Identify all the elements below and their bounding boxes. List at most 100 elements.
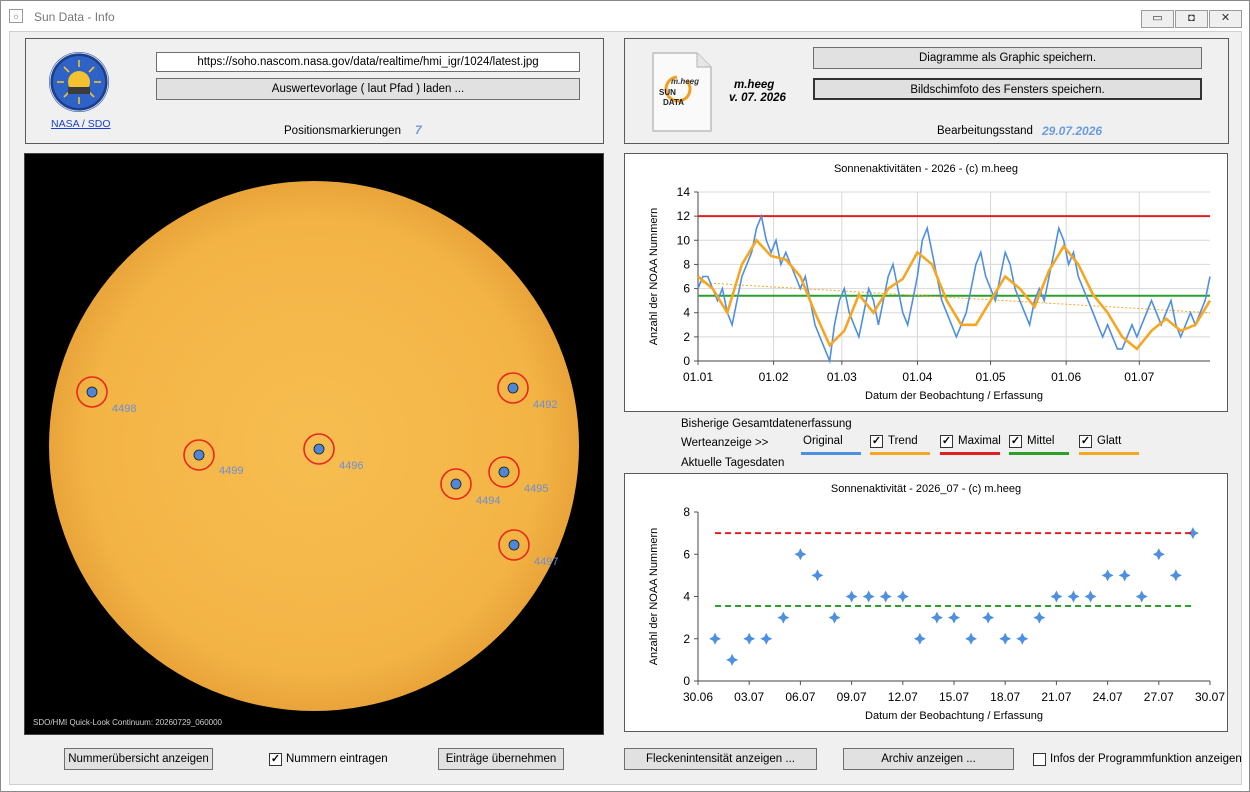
load-template-button[interactable]: Auswertevorlage ( laut Pfad ) laden ... [156, 78, 580, 100]
legend-swatch-original [801, 452, 861, 455]
enter-numbers-label: Nummern eintragen [286, 753, 388, 765]
archive-button[interactable]: Archiv anzeigen ... [843, 748, 1014, 770]
data-point [982, 611, 995, 624]
enter-numbers-checkbox[interactable]: ✓ [269, 753, 282, 766]
number-overview-button[interactable]: Nummerübersicht anzeigen [64, 748, 213, 770]
chart-year: Sonnenaktivitäten - 2026 - (c) m.heeg 0 2 4… [624, 153, 1228, 412]
legend-label-maximal: Maximal [958, 435, 1001, 447]
x-tick-label: 01.06 [1051, 370, 1081, 384]
data-point [913, 632, 926, 645]
data-point [794, 548, 807, 561]
sunspot-dot [508, 539, 520, 551]
legend-total-label: Bisherige Gesamtdatenerfassung [681, 418, 852, 430]
sunspot-ring [498, 529, 530, 561]
sunspot-ring [440, 468, 472, 500]
nasa-sdo-link[interactable]: NASA / SDO [51, 118, 111, 130]
sunspot-label: 4497 [534, 556, 558, 568]
client-area: NASA / SDO https://soho.nascom.nasa.gov/… [9, 31, 1242, 785]
sunspot-marker[interactable]: 4498 [76, 376, 136, 415]
data-point [1067, 590, 1080, 603]
y-tick-label: 8 [683, 257, 690, 271]
x-tick-label: 01.03 [827, 370, 857, 384]
sunspot-dot [313, 443, 325, 455]
data-point [999, 632, 1012, 645]
apply-entries-button[interactable]: Einträge übernehmen [438, 748, 564, 770]
sunspot-label: 4498 [112, 403, 136, 415]
y-tick-label: 6 [683, 282, 690, 296]
x-tick-label: 01.05 [976, 370, 1006, 384]
maximize-button[interactable]: ◘ [1175, 10, 1208, 28]
app-icon: ☼ [9, 9, 23, 23]
data-point [709, 632, 722, 645]
x-tick-label: 01.01 [683, 370, 713, 384]
sunspot-marker[interactable]: 4499 [183, 439, 243, 477]
data-point [743, 632, 756, 645]
minimize-button[interactable]: ▭ [1141, 10, 1174, 28]
y-tick-label: 6 [683, 547, 690, 561]
info-label: Infos der Programmfunktion anzeigen [1050, 753, 1242, 765]
x-tick-label: 18.07 [990, 690, 1020, 704]
sunspot-marker[interactable]: 4495 [488, 456, 548, 495]
window-title: Sun Data - Info [34, 10, 115, 24]
save-graphic-button[interactable]: Diagramme als Graphic speichern. [813, 47, 1202, 69]
legend-swatch-mittel [1009, 452, 1069, 455]
data-point [1135, 590, 1148, 603]
title-bar[interactable]: ☼ Sun Data - Info ▭ ◘ ✕ [1, 1, 1249, 31]
data-point [879, 590, 892, 603]
x-tick-label: 27.07 [1144, 690, 1174, 704]
x-tick-label: 03.07 [734, 690, 764, 704]
author-label: m.heeg [734, 79, 775, 91]
data-point [811, 569, 824, 582]
y-tick-label: 0 [683, 354, 690, 368]
x-axis-label: Datum der Beobachtung / Erfassung [865, 710, 1043, 722]
data-point [1186, 527, 1199, 540]
save-screenshot-button[interactable]: Bildschimfoto des Fensters speichern. [813, 78, 1202, 100]
legend-swatch-trend [870, 452, 930, 455]
legend-checkbox-trend[interactable]: ✓ [870, 435, 883, 448]
data-point [965, 632, 978, 645]
edit-status-label: Bearbeitungsstand [937, 125, 1033, 137]
sunspot-marker[interactable]: 4492 [497, 372, 557, 411]
markers-value: 7 [415, 123, 422, 137]
data-point [948, 611, 960, 624]
x-tick-label: 15.07 [939, 690, 969, 704]
data-point [1084, 590, 1097, 603]
x-tick-label: 06.07 [785, 690, 815, 704]
image-caption: SDO/HMI Quick-Look Continuum: 20260729_0… [33, 718, 223, 727]
y-tick-label: 10 [677, 233, 691, 247]
close-button[interactable]: ✕ [1209, 10, 1242, 28]
y-tick-label: 12 [677, 209, 691, 223]
url-field[interactable]: https://soho.nascom.nasa.gov/data/realti… [156, 52, 580, 72]
y-tick-label: 14 [677, 185, 691, 199]
data-point [1169, 569, 1182, 582]
legend-checkbox-glatt[interactable]: ✓ [1079, 435, 1092, 448]
sunspot-ring [76, 376, 108, 408]
data-point [1050, 590, 1063, 603]
sun-image[interactable]: 4498 4499 4496 4492 4494 4495 4497 SDO/HMI Qui… [24, 153, 604, 735]
data-point [1118, 569, 1131, 582]
sunspot-dot [507, 382, 519, 394]
legend-checkbox-mittel[interactable]: ✓ [1009, 435, 1022, 448]
sunspot-marker[interactable]: 4496 [303, 433, 363, 472]
sunspot-dot [86, 386, 98, 398]
doc-icon-line2: DATA [663, 98, 684, 107]
sunspot-label: 4495 [524, 483, 548, 495]
legend-checkbox-maximal[interactable]: ✓ [940, 435, 953, 448]
spot-intensity-button[interactable]: Fleckenintensität anzeigen ... [624, 748, 817, 770]
sun-disk-canvas[interactable]: 4498 4499 4496 4492 4494 4495 4497 SDO/HMI Qui… [25, 154, 603, 734]
sunspot-marker[interactable]: 4497 [498, 529, 558, 568]
x-tick-label: 30.06 [683, 690, 713, 704]
sunspot-marker[interactable]: 4494 [440, 468, 500, 507]
sunspot-dot [450, 478, 462, 490]
info-checkbox[interactable] [1033, 753, 1046, 766]
sunspot-ring [183, 439, 215, 471]
sunspot-label: 4494 [476, 495, 500, 507]
chart-title: Sonnenaktivität - 2026_07 - (c) m.heeg [831, 483, 1021, 495]
x-tick-label: 01.07 [1124, 370, 1154, 384]
data-point [760, 632, 773, 645]
sunspot-label: 4496 [339, 460, 363, 472]
legend-daily-label: Aktuelle Tagesdaten [681, 457, 785, 469]
x-axis-label: Datum der Beobachtung / Erfassung [865, 390, 1043, 402]
sunspot-ring [303, 433, 335, 465]
x-tick-label: 30.07 [1195, 690, 1225, 704]
